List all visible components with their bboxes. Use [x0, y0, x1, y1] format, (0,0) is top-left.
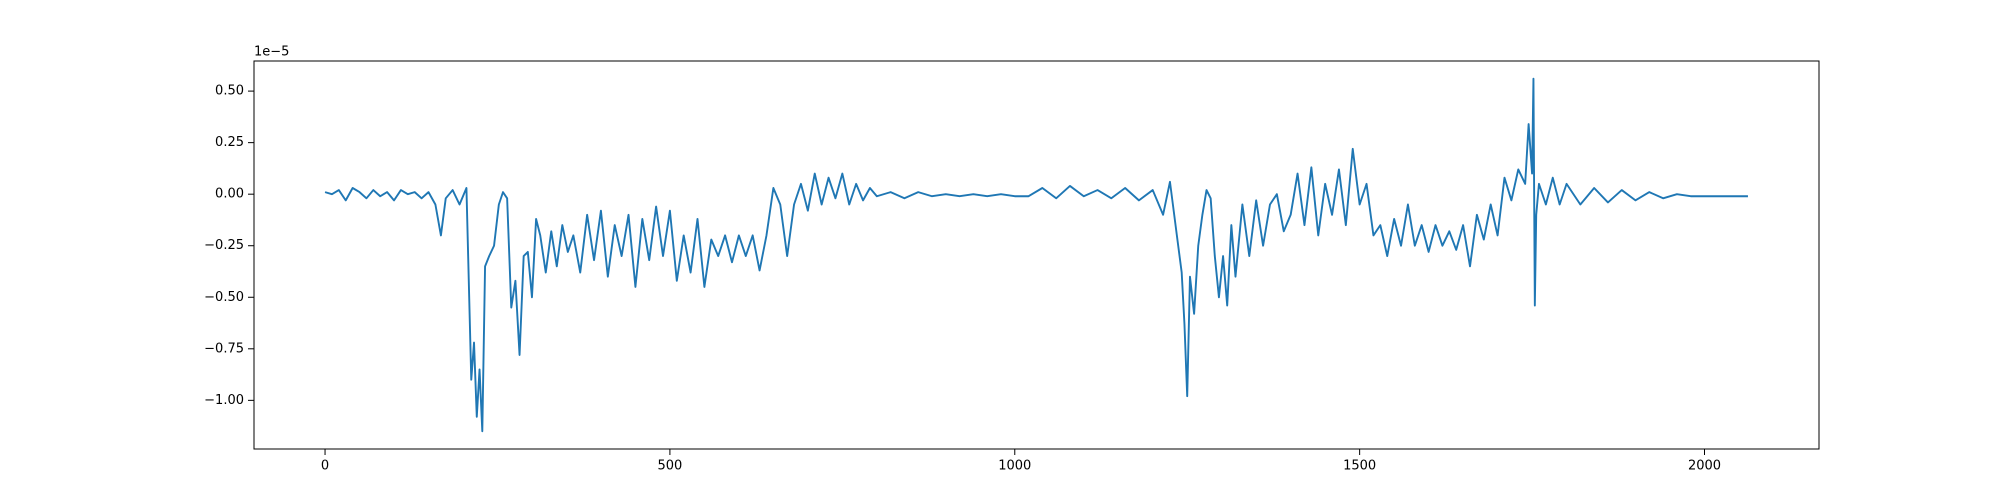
y-tick-label: 0.50: [215, 84, 244, 99]
y-tick-label: 0.25: [215, 135, 244, 150]
y-tick-label: −0.75: [204, 341, 244, 356]
y-tick-label: −1.00: [204, 393, 244, 408]
x-tick-label: 0: [321, 459, 329, 474]
x-tick-label: 1500: [1343, 459, 1376, 474]
y-axis-offset: 1e−5: [254, 45, 289, 60]
x-tick-label: 2000: [1688, 459, 1721, 474]
y-tick-label: −0.50: [204, 290, 244, 305]
axes-frame: [253, 60, 1820, 450]
y-tick-label: 0.00: [215, 187, 244, 202]
y-tick-label: −0.25: [204, 238, 244, 253]
x-tick-label: 1000: [998, 459, 1031, 474]
line-series: [324, 77, 1748, 433]
x-tick-label: 500: [657, 459, 682, 474]
